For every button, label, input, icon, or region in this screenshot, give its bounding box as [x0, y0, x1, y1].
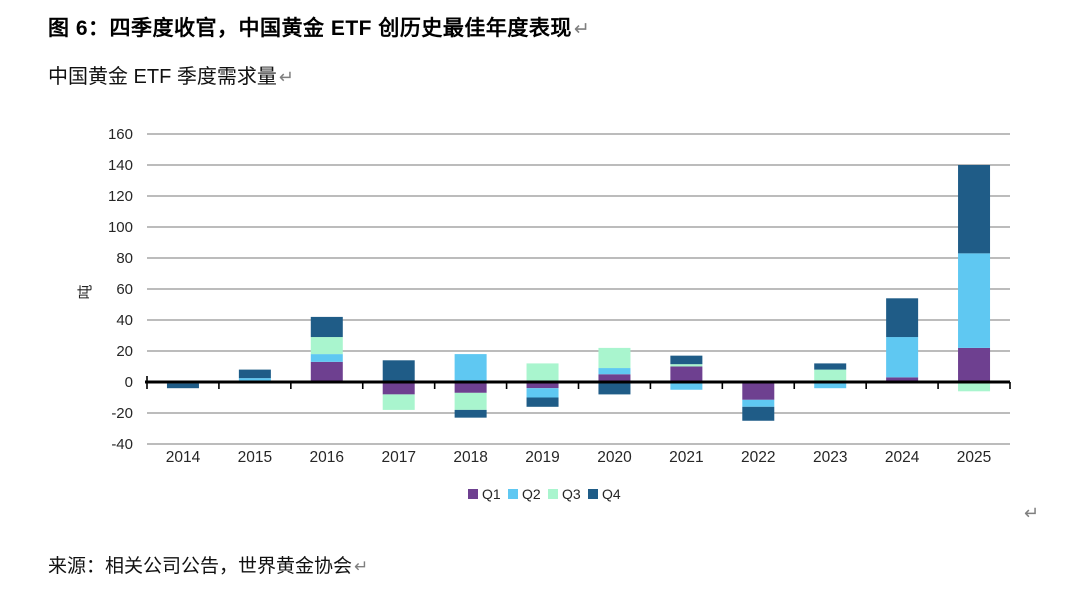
legend-item-Q4: Q4 — [588, 486, 621, 502]
legend-label-Q1: Q1 — [482, 486, 501, 502]
x-axis-tick-label-2016: 2016 — [310, 449, 344, 466]
return-mark-icon: ↵ — [354, 557, 369, 576]
bar-segment-2018-Q1 — [454, 382, 487, 393]
bar-segment-2021-Q4 — [670, 355, 703, 365]
bar-segment-2017-Q3 — [382, 394, 415, 410]
bar-segment-2015-Q4 — [238, 369, 271, 379]
chart-subtitle: 中国黄金 ETF 季度需求量 ↵ — [48, 60, 294, 89]
bar-segment-2024-Q4 — [886, 298, 919, 338]
legend-label-Q4: Q4 — [602, 486, 621, 502]
legend-swatch-Q1 — [468, 489, 478, 499]
y-axis-tick-label-0: 0 — [125, 374, 133, 391]
y-axis-tick-label-40: 40 — [116, 312, 133, 329]
bar-segment-2021-Q3 — [670, 364, 703, 367]
bar-segment-2020-Q4 — [598, 382, 631, 395]
legend-label-Q3: Q3 — [562, 486, 581, 502]
bar-segment-2017-Q4 — [382, 360, 415, 382]
legend-item-Q2: Q2 — [508, 486, 541, 502]
bar-segment-2019-Q3 — [526, 363, 559, 382]
source-note: 来源：相关公司公告，世界黄金协会 ↵ — [48, 551, 368, 578]
bar-segment-2018-Q3 — [454, 392, 487, 410]
legend-swatch-Q3 — [548, 489, 558, 499]
bar-segment-2016-Q3 — [310, 337, 343, 355]
x-axis-tick-label-2015: 2015 — [238, 449, 272, 466]
bar-segment-2020-Q1 — [598, 374, 631, 382]
figure-title-text: 图 6：四季度收官，中国黄金 ETF 创历史最佳年度表现 — [48, 17, 572, 40]
bar-segment-2022-Q1 — [742, 382, 775, 400]
bar-segment-2016-Q2 — [310, 354, 343, 362]
bar-segment-2024-Q2 — [886, 337, 919, 378]
y-axis-tick-label-80: 80 — [116, 250, 133, 267]
bar-segment-2020-Q3 — [598, 347, 631, 369]
bar-segment-2023-Q4 — [814, 363, 847, 370]
x-axis-tick-label-2018: 2018 — [453, 449, 487, 466]
x-axis-tick-label-2020: 2020 — [597, 449, 632, 466]
bar-segment-2016-Q1 — [310, 361, 343, 382]
bar-segment-2016-Q4 — [310, 316, 343, 338]
x-axis-tick-label-2021: 2021 — [669, 449, 703, 466]
bar-segment-2015-Q2 — [238, 378, 271, 382]
bar-segment-2022-Q2 — [742, 399, 775, 407]
legend-item-Q3: Q3 — [548, 486, 581, 502]
source-note-text: 来源：相关公司公告，世界黄金协会 — [48, 556, 353, 577]
bar-segment-2020-Q2 — [598, 368, 631, 375]
bar-segment-2023-Q2 — [814, 382, 847, 389]
bar-segment-2022-Q4 — [742, 406, 775, 421]
bar-segment-2018-Q2 — [454, 354, 487, 382]
y-axis-unit-label: 吨 — [77, 284, 94, 299]
bar-segment-2021-Q2 — [670, 382, 703, 390]
legend-swatch-Q2 — [508, 489, 518, 499]
bar-segment-2017-Q1 — [382, 382, 415, 395]
bar-segment-2025-Q1 — [958, 347, 991, 382]
bar-segment-2023-Q3 — [814, 369, 847, 382]
legend-item-Q1: Q1 — [468, 486, 501, 502]
bar-segment-2019-Q2 — [526, 388, 559, 398]
bar-segment-2024-Q1 — [886, 377, 919, 382]
y-axis-tick-label-100: 100 — [108, 219, 133, 236]
chart-subtitle-text: 中国黄金 ETF 季度需求量 — [48, 66, 277, 88]
x-axis-tick-label-2025: 2025 — [957, 449, 991, 466]
figure-title: 图 6：四季度收官，中国黄金 ETF 创历史最佳年度表现 ↵ — [48, 12, 590, 42]
return-mark-icon: ↵ — [1024, 503, 1040, 523]
x-axis-tick-label-2014: 2014 — [166, 449, 201, 466]
y-axis-tick-label-160: 160 — [108, 126, 133, 143]
x-axis-tick-label-2024: 2024 — [885, 449, 920, 466]
return-mark-icon: ↵ — [573, 19, 591, 40]
legend-label-Q2: Q2 — [522, 486, 541, 502]
x-axis-tick-label-2022: 2022 — [741, 449, 775, 466]
y-axis-tick-label-20: 20 — [116, 343, 133, 360]
bar-segment-2025-Q3 — [958, 382, 991, 392]
x-axis-tick-label-2017: 2017 — [381, 449, 415, 466]
legend-swatch-Q4 — [588, 489, 598, 499]
return-mark-icon: ↵ — [278, 67, 294, 87]
bar-segment-2025-Q2 — [958, 253, 991, 348]
y-axis-tick-label-120: 120 — [108, 188, 133, 205]
bar-segment-2019-Q4 — [526, 397, 559, 407]
bar-segment-2021-Q1 — [670, 366, 703, 382]
x-axis-tick-label-2023: 2023 — [813, 449, 847, 466]
y-axis-tick-label-60: 60 — [116, 281, 133, 298]
bar-segment-2018-Q4 — [454, 409, 487, 418]
y-axis-tick-label-140: 140 — [108, 157, 133, 174]
y-axis-tick-label--40: -40 — [111, 436, 133, 453]
y-axis-tick-label--20: -20 — [111, 405, 133, 422]
bar-segment-2019-Q1 — [526, 382, 559, 389]
bar-segment-2014-Q4 — [166, 383, 199, 389]
x-axis-tick-label-2019: 2019 — [525, 449, 559, 466]
bar-segment-2025-Q4 — [958, 165, 991, 254]
